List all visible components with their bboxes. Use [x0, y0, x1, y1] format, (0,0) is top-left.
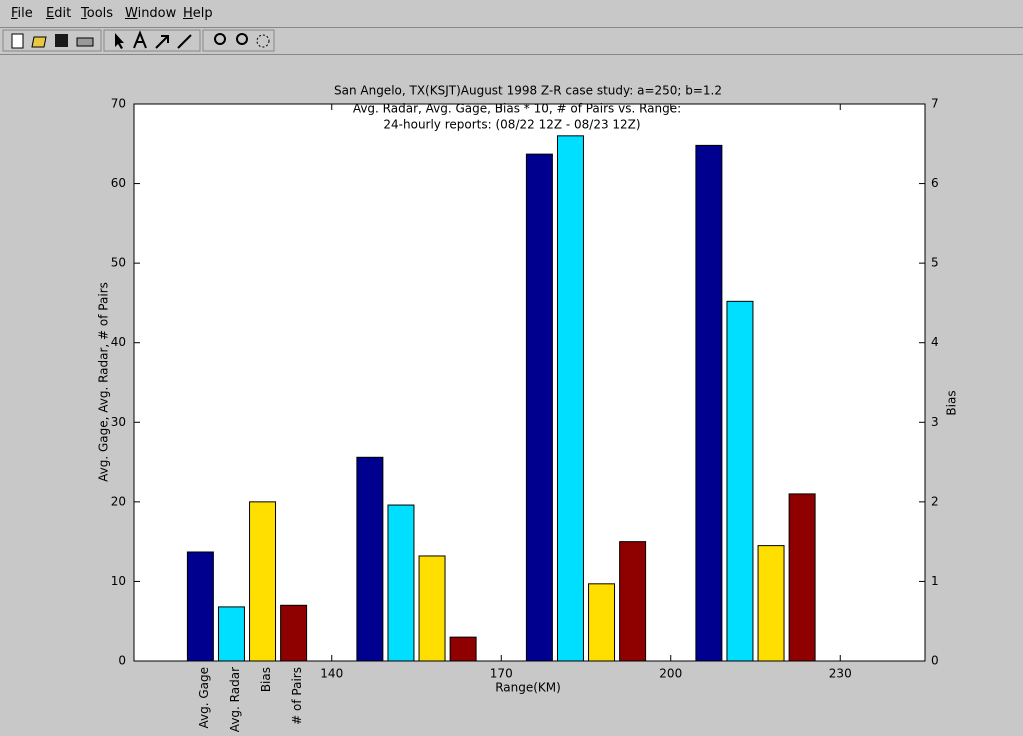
zoom-in-icon[interactable]: [214, 33, 226, 45]
bar: [588, 583, 616, 662]
menu-item[interactable]: Window: [125, 6, 177, 21]
open-icon[interactable]: [31, 36, 47, 48]
toolbar: [0, 28, 1023, 55]
y-tick-label: 30: [111, 415, 126, 429]
bar: [695, 144, 723, 662]
y-tick-label: 60: [111, 176, 126, 190]
new-icon[interactable]: [11, 33, 24, 49]
y2-tick-label: 2: [931, 494, 939, 508]
bar: [556, 135, 584, 662]
bar: [788, 493, 816, 662]
y2-tick-label: 6: [931, 176, 939, 190]
menu-item[interactable]: File: [11, 6, 33, 21]
axes-box: [133, 103, 926, 662]
menu-item[interactable]: Edit: [46, 6, 72, 21]
zoom-out-icon[interactable]: [236, 33, 248, 45]
rotate-icon[interactable]: [256, 34, 270, 48]
y2-axis-label: Bias: [945, 390, 959, 415]
x-tick-label: 140: [320, 667, 343, 681]
y-tick-label: 70: [111, 97, 126, 111]
print-icon[interactable]: [76, 37, 94, 47]
y-tick-label: 0: [118, 654, 126, 668]
bar: [525, 153, 553, 662]
y2-tick-label: 7: [931, 97, 939, 111]
chart: San Angelo, TX(KSJT)August 1998 Z-R case…: [97, 84, 959, 733]
chart-subtitle: 24-hourly reports: (08/22 12Z - 08/23 12…: [383, 118, 640, 132]
toolbar-group: [2, 29, 102, 52]
bar: [387, 504, 415, 662]
menu-item[interactable]: Help: [183, 6, 213, 21]
x-tick-label: 170: [490, 667, 513, 681]
bar: [726, 300, 754, 662]
bar: [280, 604, 308, 662]
y2-tick-label: 3: [931, 415, 939, 429]
bar: [418, 555, 446, 662]
series-label: Avg. Gage: [197, 667, 211, 729]
y-tick-label: 20: [111, 494, 126, 508]
bar: [186, 551, 214, 662]
y-axis-label: Avg. Gage, Avg. Radar, # of Pairs: [97, 282, 111, 482]
bar: [217, 606, 245, 662]
line-icon[interactable]: [177, 34, 192, 49]
series-label: # of Pairs: [290, 667, 304, 725]
menu-bar: File Edit Tools Window Help: [0, 0, 1023, 28]
menu-item[interactable]: Tools: [81, 6, 114, 21]
y-tick-label: 40: [111, 335, 126, 349]
arrow-icon[interactable]: [155, 35, 169, 49]
x-tick-label: 200: [659, 667, 682, 681]
y2-tick-label: 5: [931, 256, 939, 270]
select-icon[interactable]: [115, 33, 124, 49]
x-tick-label: 230: [829, 667, 852, 681]
y2-tick-label: 4: [931, 335, 939, 349]
bar: [619, 541, 647, 662]
series-label: Bias: [259, 667, 273, 692]
bar: [356, 456, 384, 662]
y2-tick-label: 1: [931, 574, 939, 588]
bar: [249, 501, 277, 662]
save-icon[interactable]: [55, 34, 68, 47]
y-tick-label: 10: [111, 574, 126, 588]
bar: [449, 636, 477, 662]
text-icon[interactable]: [133, 30, 147, 49]
series-label: Avg. Radar: [228, 667, 242, 732]
y-tick-label: 50: [111, 256, 126, 270]
chart-title: San Angelo, TX(KSJT)August 1998 Z-R case…: [334, 84, 722, 98]
x-axis-label: Range(KM): [495, 681, 561, 695]
toolbar-group: [202, 29, 275, 52]
toolbar-group: [103, 29, 201, 52]
y2-tick-label: 0: [931, 654, 939, 668]
chart-subtitle: Avg. Radar, Avg. Gage, Bias * 10, # of P…: [353, 102, 681, 116]
bar: [757, 545, 785, 662]
